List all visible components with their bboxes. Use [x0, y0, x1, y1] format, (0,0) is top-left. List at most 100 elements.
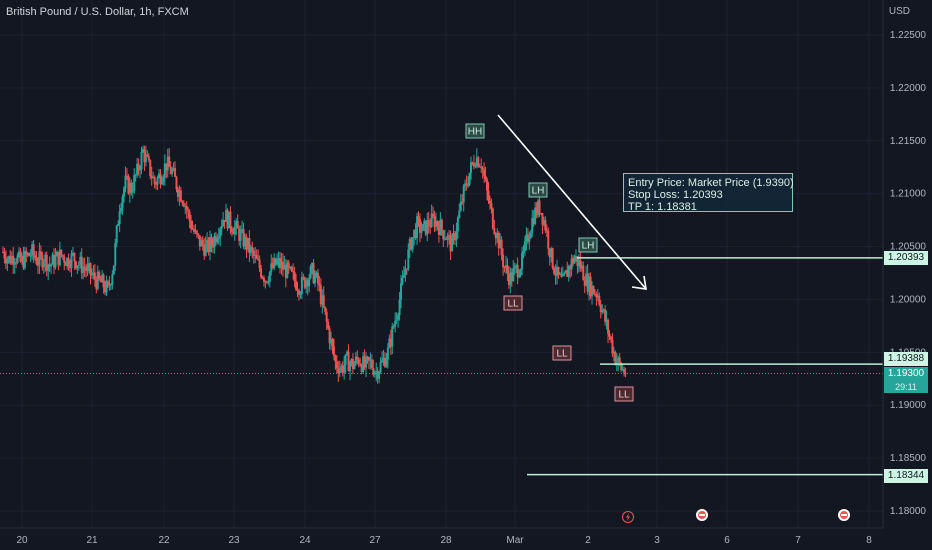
candle-body: [378, 371, 381, 379]
candle-body: [367, 357, 370, 361]
candle-body: [585, 273, 588, 286]
candle-body: [503, 266, 506, 269]
candle-body: [421, 224, 424, 231]
candle-body: [338, 368, 341, 374]
candle-body: [341, 365, 344, 373]
trade-info-box[interactable]: Entry Price: Market Price (1.9390) Stop …: [623, 173, 794, 213]
candle-body: [292, 270, 295, 272]
candle-body: [50, 264, 53, 267]
price-axis[interactable]: 1.22500 1.22000 1.21500 1.21000 1.20500 1.200…: [890, 30, 927, 517]
swing-label-box[interactable]: [614, 386, 634, 402]
candle-body: [268, 271, 271, 282]
candle-body: [398, 299, 401, 316]
candle-body: [10, 255, 13, 264]
candle-body: [538, 200, 541, 213]
candle-body: [86, 265, 89, 271]
candle-body: [461, 201, 464, 203]
candle-body: [121, 196, 124, 208]
candle-body: [248, 237, 251, 253]
candle-body: [4, 258, 7, 264]
candle-body: [455, 231, 458, 241]
candle-body: [20, 255, 23, 262]
candle-body: [598, 295, 601, 305]
candle-body: [553, 267, 556, 274]
candle-body: [510, 272, 513, 281]
swing-label-box[interactable]: [465, 123, 485, 139]
candle-body: [407, 249, 410, 270]
candle-body: [28, 253, 31, 256]
symbol-title[interactable]: British Pound / U.S. Dollar, 1h, FXCM: [6, 6, 189, 18]
candle-body: [623, 369, 626, 374]
candle-body: [448, 235, 451, 237]
time-axis[interactable]: 20 21 22 23 24 27 28 Mar 2 3 6 7 8: [16, 535, 872, 546]
candle-body: [486, 179, 489, 191]
candle-body: [423, 220, 426, 225]
candle-body: [93, 272, 96, 280]
swing-label-box[interactable]: [503, 295, 523, 311]
candlesticks: [2, 145, 627, 384]
candle-body: [178, 190, 181, 197]
candle-body: [254, 255, 257, 257]
candle-body: [586, 273, 589, 292]
candle-body: [69, 266, 72, 269]
candle-body: [609, 336, 612, 340]
candle-body: [88, 263, 91, 266]
candle-body: [373, 372, 376, 375]
candle-body: [242, 229, 245, 247]
candle-body: [529, 232, 532, 239]
candle-body: [402, 275, 405, 278]
candle-body: [73, 253, 76, 262]
candle-body: [289, 266, 292, 268]
candle-body: [32, 244, 35, 256]
candle-body: [499, 239, 502, 249]
candle-body: [214, 236, 217, 243]
candle-body: [532, 218, 535, 224]
candle-body: [445, 238, 448, 240]
candle-body: [262, 277, 265, 282]
candle-body: [363, 356, 366, 368]
candle-body: [560, 273, 563, 277]
lightning-event-icon[interactable]: [622, 511, 634, 523]
candle-body: [369, 359, 372, 361]
trend-arrow-line[interactable]: [497, 114, 647, 290]
time-tick-label: 24: [299, 535, 311, 546]
candle-body: [169, 166, 172, 175]
swing-label-box[interactable]: [578, 237, 598, 253]
candle-body: [401, 277, 404, 284]
candle-body: [362, 356, 365, 372]
candle-body: [3, 252, 6, 259]
candle-body: [226, 209, 229, 229]
candle-body: [127, 175, 130, 194]
horizontal-levels: [0, 257, 883, 476]
candle-body: [589, 276, 592, 297]
candle-body: [391, 326, 394, 347]
candle-body: [76, 265, 79, 269]
candle-body: [194, 230, 197, 233]
candle-body: [611, 339, 614, 354]
swing-label-box[interactable]: [528, 182, 548, 198]
candle-body: [260, 268, 263, 278]
candle-body: [271, 263, 274, 268]
candle-body: [235, 221, 238, 227]
candle-body: [481, 167, 484, 170]
candle-body: [395, 319, 398, 321]
candle-body: [136, 163, 139, 175]
swing-label-box[interactable]: [552, 345, 572, 361]
candle-body: [437, 226, 440, 235]
take-profit-price-label: 1.18344: [884, 469, 928, 483]
candle-body: [287, 262, 290, 268]
candle-body: [488, 200, 491, 204]
candle-body: [276, 259, 279, 265]
candle-body: [451, 237, 454, 252]
candle-body: [165, 163, 168, 171]
candle-body: [439, 219, 442, 235]
candle-body: [624, 373, 627, 375]
candle-body: [500, 239, 503, 255]
candle-body: [328, 328, 331, 344]
candle-body: [141, 149, 144, 153]
candle-body: [191, 228, 194, 230]
candle-body: [348, 363, 351, 372]
us-flag-event-icon-2[interactable]: [838, 509, 850, 521]
us-flag-event-icon[interactable]: [696, 509, 708, 521]
